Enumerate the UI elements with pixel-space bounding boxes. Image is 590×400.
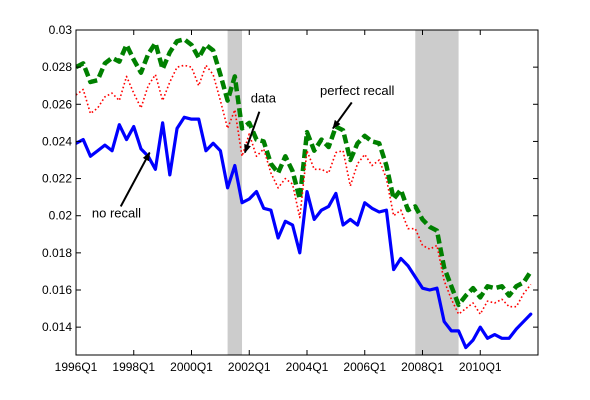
y-tick-label: 0.028 [42,60,72,74]
y-tick-label: 0.022 [42,172,72,186]
annotation-arrow-data [243,111,261,154]
x-tick-label: 2006Q1 [343,360,386,374]
annotation-layer: perfect recall data no recall [92,83,395,221]
y-tick-label: 0.016 [42,283,72,297]
y-tick-label: 0.026 [42,97,72,111]
series-line-no-recall [76,115,533,350]
y-tick-label: 0.02 [49,209,73,223]
x-tick-label: 2000Q1 [170,360,213,374]
axis-ticks-layer: 1996Q1 1998Q1 2000Q1 2002Q1 2004Q1 2006Q1 2008… [42,23,538,374]
annotation-arrow-perfect-recall [332,101,353,130]
x-tick-label: 2010Q1 [459,360,502,374]
x-tick-label: 1998Q1 [112,360,155,374]
y-tick-label: 0.024 [42,134,72,148]
y-tick-label: 0.014 [42,320,72,334]
series-layer [76,37,533,350]
annotation-label-no-recall: no recall [92,206,141,221]
recession-shading-layer [227,30,459,355]
x-tick-label: 1996Q1 [55,360,98,374]
annotation-arrow-no-recall [119,151,151,207]
annotation-label-data: data [251,90,277,105]
y-tick-label: 0.018 [42,246,72,260]
recession-band-2 [415,30,459,355]
annotation-label-perfect-recall: perfect recall [320,83,395,98]
series-line-data [76,64,532,315]
series-line-perfect-recall [76,37,533,308]
x-tick-label: 2008Q1 [401,360,444,374]
x-tick-label: 2002Q1 [228,360,271,374]
y-tick-label: 0.03 [49,23,73,37]
x-tick-label: 2004Q1 [286,360,329,374]
